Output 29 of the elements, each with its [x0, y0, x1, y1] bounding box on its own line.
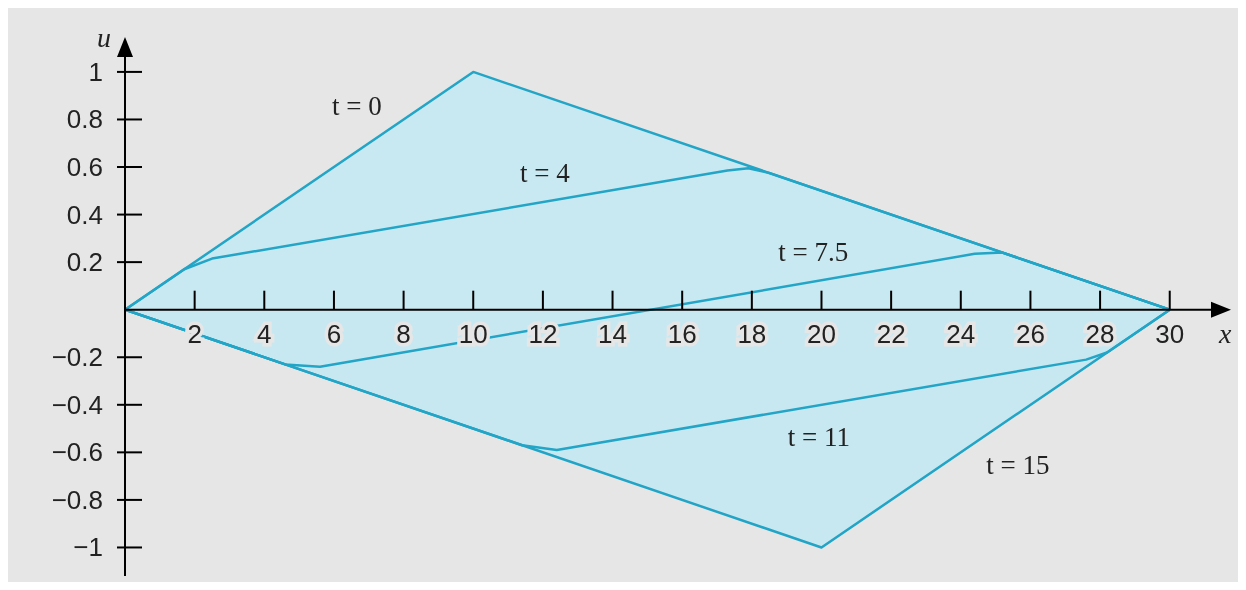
- x-tick-label: 26: [1015, 318, 1045, 349]
- annotation: t = 11: [787, 421, 850, 452]
- x-tick-label: 20: [807, 318, 836, 349]
- annotation: t = 7.5: [778, 237, 849, 268]
- x-tick-label: 6: [326, 318, 342, 349]
- x-tick-label: 22: [876, 318, 906, 349]
- x-tick-label: 28: [1085, 318, 1115, 349]
- y-tick-label: 0.6: [66, 152, 103, 183]
- y-tick-label: 0.2: [66, 247, 103, 278]
- x-tick-label: 24: [946, 318, 976, 349]
- annotation: t = 4: [519, 158, 571, 189]
- x-tick-label: 8: [396, 318, 411, 349]
- y-axis-title: u: [97, 22, 111, 53]
- y-tick-label: −1: [73, 532, 103, 563]
- x-tick-label: 18: [737, 318, 767, 349]
- y-tick-label: 1: [88, 56, 103, 87]
- annotation: t = 15: [986, 450, 1050, 481]
- x-tick-label: 16: [667, 318, 697, 349]
- x-tick-label: 4: [257, 318, 272, 349]
- y-tick-label: −0.2: [51, 342, 103, 373]
- x-axis-title: x: [1218, 317, 1232, 349]
- y-tick-label: −0.4: [51, 389, 103, 420]
- annotation: t = 0: [331, 90, 382, 121]
- x-tick-label: 14: [598, 318, 627, 349]
- y-tick-label: 0.4: [66, 199, 103, 230]
- y-tick-label: 0.8: [66, 104, 103, 135]
- x-tick-label: 30: [1155, 318, 1185, 349]
- y-tick-label: −0.8: [51, 484, 103, 515]
- y-tick-label: −0.6: [51, 437, 103, 468]
